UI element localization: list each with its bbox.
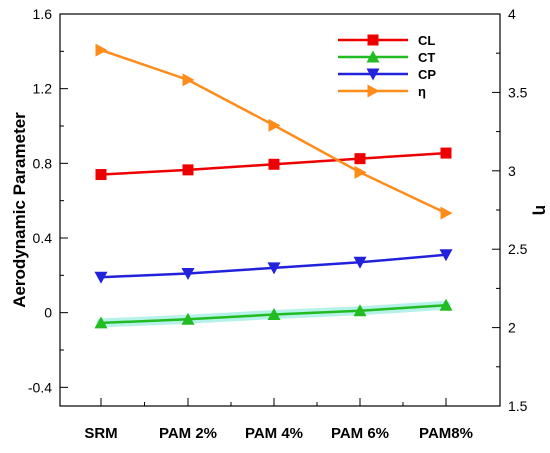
legend: CL CT CP η (338, 33, 436, 99)
left-tick-label: -0.4 (28, 379, 52, 395)
data-point (440, 147, 452, 159)
right-tick-label: 2 (508, 320, 516, 336)
series-1 (94, 298, 453, 329)
left-tick-label: 0.8 (33, 155, 53, 171)
y-axis-title: Aerodynamic Parameter (10, 112, 29, 308)
x-tick-label: SRM (84, 425, 117, 442)
legend-label: CL (418, 33, 435, 48)
data-point (440, 206, 453, 220)
series-2 (94, 249, 453, 284)
right-tick-label: 2.5 (508, 241, 528, 257)
left-tick-label: 1.6 (33, 6, 53, 22)
data-point (353, 256, 367, 269)
x-tick-label: PAM 2% (159, 425, 217, 442)
data-point (267, 308, 281, 321)
right-tick-label: 3 (508, 163, 516, 179)
series-3 (95, 43, 453, 220)
legend-marker (367, 84, 380, 98)
data-point (181, 267, 195, 280)
right-axis: 1.5 2 2.5 3 3.5 4 (492, 6, 528, 414)
legend-label: η (418, 84, 426, 99)
data-point (268, 118, 281, 132)
series-0 (95, 147, 452, 181)
data-point (95, 43, 108, 57)
data-point (268, 158, 280, 170)
data-point (439, 298, 453, 311)
right-tick-label: 3.5 (508, 84, 528, 100)
left-tick-label: 1.2 (33, 81, 53, 97)
data-point (182, 164, 194, 176)
legend-marker (366, 50, 380, 63)
legend-label: CT (418, 50, 435, 65)
legend-marker (367, 34, 379, 46)
y2-axis-title: η (532, 205, 550, 215)
right-tick-label: 4 (508, 6, 516, 22)
legend-label: CP (418, 67, 436, 82)
legend-item: CT (338, 50, 435, 65)
data-point (95, 169, 107, 181)
left-tick-label: 0.4 (33, 230, 53, 246)
data-point (353, 304, 367, 317)
legend-item: η (338, 84, 426, 99)
x-axis: SRM PAM 2% PAM 4% PAM 6% PAM8% (84, 398, 473, 442)
legend-marker (366, 68, 380, 81)
x-tick-label: PAM 6% (331, 425, 389, 442)
legend-item: CL (338, 33, 435, 48)
data-point (267, 262, 281, 275)
data-point (182, 73, 195, 87)
x-tick-label: PAM 4% (245, 425, 303, 442)
left-axis: -0.4 0 0.4 0.8 1.2 1.6 (28, 6, 68, 395)
data-point (181, 312, 195, 325)
left-tick-label: 0 (44, 305, 52, 321)
right-tick-label: 1.5 (508, 398, 528, 414)
data-point (94, 271, 108, 284)
data-point (354, 165, 367, 179)
series-layer (94, 43, 453, 329)
data-point (354, 153, 366, 165)
data-point (439, 249, 453, 262)
x-tick-label: PAM8% (419, 425, 473, 442)
data-point (94, 316, 108, 329)
legend-item: CP (338, 67, 436, 82)
